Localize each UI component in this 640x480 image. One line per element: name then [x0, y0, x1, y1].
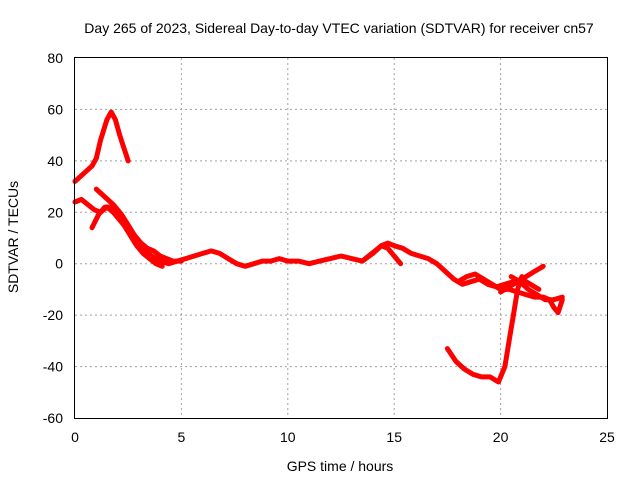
grid-lines	[75, 58, 607, 418]
x-tick-label: 15	[386, 429, 402, 445]
series-line-arc-peak	[72, 109, 131, 184]
x-tick-label: 10	[280, 429, 296, 445]
plot-frame	[74, 57, 608, 419]
data-series	[72, 109, 565, 385]
series-line-arc-d	[93, 186, 184, 264]
series-line-arc-c	[89, 204, 165, 269]
y-tick-label: 80	[47, 50, 63, 66]
x-tick-label: 0	[71, 429, 79, 445]
x-tick-label: 25	[599, 429, 615, 445]
x-tick-label: 20	[493, 429, 509, 445]
y-tick-label: 40	[47, 153, 63, 169]
y-tick-label: -60	[43, 410, 63, 426]
x-tick-labels: 0 5 10 15 20 25	[71, 429, 615, 445]
x-tick-label: 5	[178, 429, 186, 445]
y-tick-label: -40	[43, 359, 63, 375]
y-axis-label: SDTVAR / TECUs	[5, 181, 21, 293]
series-line-arc-i	[444, 274, 525, 385]
y-tick-label: 20	[47, 204, 63, 220]
series-line-arc-e	[359, 243, 404, 267]
y-tick-label: -20	[43, 307, 63, 323]
y-tick-label: 0	[55, 256, 63, 272]
y-tick-labels: -60 -40 -20 0 20 40 60 80	[43, 50, 63, 426]
x-axis-label: GPS time / hours	[287, 458, 394, 474]
y-tick-label: 60	[47, 101, 63, 117]
chart-title: Day 265 of 2023, Sidereal Day-to-day VTE…	[84, 20, 594, 36]
